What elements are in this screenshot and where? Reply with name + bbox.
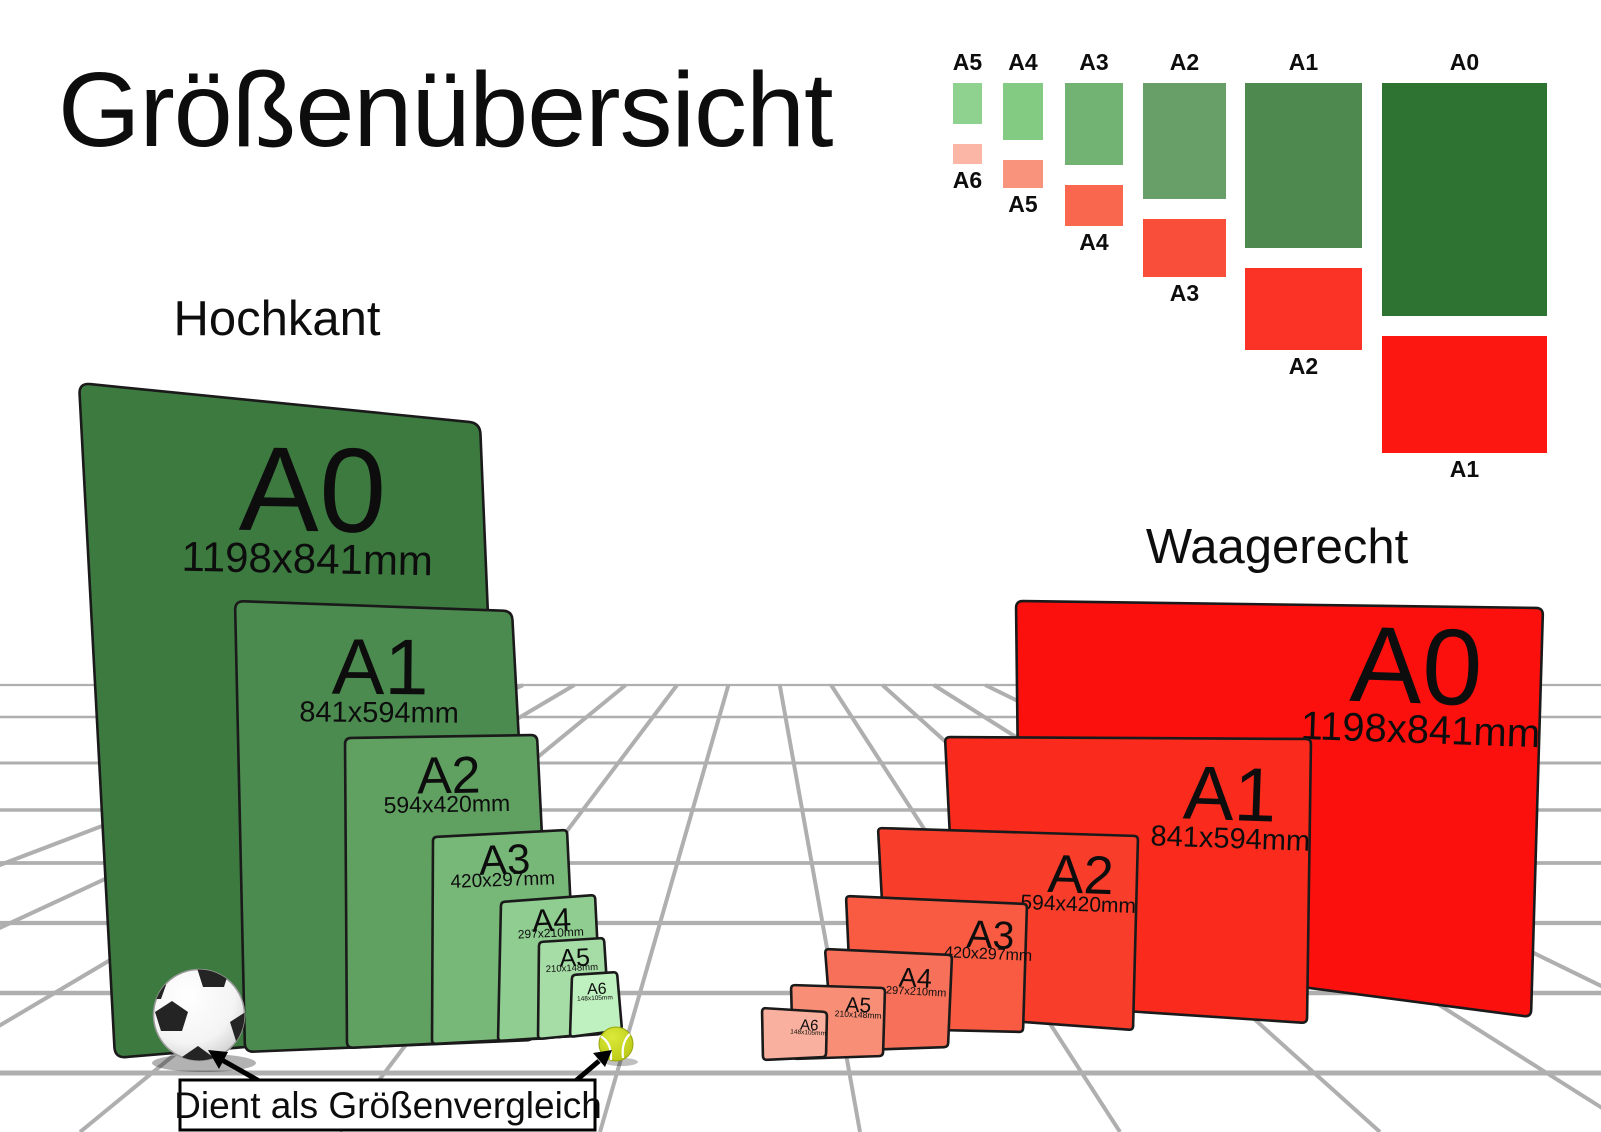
chart-landscape-swatch <box>1003 160 1043 188</box>
soccer-ball-shadow <box>152 1054 256 1072</box>
sheet-size-name: A1 <box>1182 750 1278 838</box>
sheet-size-name: A0 <box>238 422 387 559</box>
chart-landscape-label: A2 <box>1289 353 1318 379</box>
chart-portrait-swatch <box>1382 83 1547 316</box>
tennis-seam <box>599 1035 613 1061</box>
chart-landscape-label: A6 <box>953 167 982 193</box>
size-chart-column: A3 A4 <box>1065 49 1123 255</box>
caption-frame <box>178 1078 597 1132</box>
sheet-dimensions: 297x210mm <box>518 925 585 942</box>
sheet-size-name: A3 <box>966 913 1016 958</box>
chart-portrait-label: A5 <box>953 49 983 75</box>
arrow-head-right <box>593 1050 612 1067</box>
sheet-dimensions: 594x420mm <box>383 790 510 818</box>
sheet-dimensions: 148x105mm <box>790 1029 826 1038</box>
chart-landscape-swatch <box>1143 219 1226 277</box>
size-chart-column: A4 A5 <box>1003 49 1043 217</box>
chart-portrait-swatch <box>1245 83 1362 248</box>
chart-landscape-label: A1 <box>1450 456 1480 482</box>
chart-portrait-label: A1 <box>1289 49 1319 75</box>
tennis-ball-seams <box>599 1032 632 1061</box>
sheet-size-name: A0 <box>1348 603 1484 729</box>
heading-hochkant: Hochkant <box>173 292 380 346</box>
size-chart-column: A2 A3 <box>1143 49 1226 306</box>
chart-portrait-label: A0 <box>1450 49 1479 75</box>
chart-landscape-label: A3 <box>1170 280 1199 306</box>
tennis-seam <box>621 1032 632 1059</box>
sheet-size-name: A3 <box>478 835 531 884</box>
chart-portrait-label: A3 <box>1079 49 1108 75</box>
caption-label: Dient als Größenvergleich <box>174 1085 602 1126</box>
chart-portrait-swatch <box>1003 83 1043 140</box>
chart-landscape-swatch <box>1245 268 1362 350</box>
chart-landscape-swatch <box>1065 185 1123 226</box>
sheet-dimensions: 1198x841mm <box>1300 704 1541 756</box>
chart-portrait-label: A2 <box>1170 49 1199 75</box>
sheet-size-name: A4 <box>898 962 933 994</box>
arrow-head-left <box>208 1050 228 1069</box>
sheet-dimensions: 841x594mm <box>299 696 459 729</box>
chart-portrait-label: A4 <box>1008 49 1038 75</box>
chart-portrait-swatch <box>953 83 982 124</box>
paper-sheet <box>760 1006 829 1062</box>
sheet-dimensions: 210x148mm <box>546 962 599 975</box>
sheet-dimensions: 420x297mm <box>450 868 555 893</box>
chart-landscape-swatch <box>953 144 982 164</box>
ball-patch <box>155 1001 188 1031</box>
sheet-dimensions: 1198x841mm <box>181 533 433 584</box>
paper-sheet <box>568 970 623 1038</box>
ball-patch <box>182 1046 213 1061</box>
sheet-dimensions: 210x148mm <box>835 1008 882 1020</box>
chart-portrait-swatch <box>1065 83 1123 165</box>
sheet-size-name: A5 <box>559 943 591 972</box>
caption-box: Dient als Größenvergleich <box>174 1078 602 1132</box>
sheet-size-name: A2 <box>416 746 481 805</box>
sheet-size-name: A4 <box>531 901 572 939</box>
sheet-size-name: A6 <box>800 1017 819 1035</box>
ball-patch <box>197 969 230 987</box>
chart-landscape-label: A5 <box>1008 191 1038 217</box>
heading-waagerecht: Waagerecht <box>1146 520 1409 574</box>
page-title: Größenübersicht <box>58 51 833 169</box>
sheet-dimensions: 841x594mm <box>1150 820 1311 858</box>
size-chart-column: A0 A1 <box>1382 49 1547 482</box>
size-chart-column: A1 A2 <box>1245 49 1362 379</box>
sheet-size-name: A5 <box>845 993 872 1017</box>
sheet-size-name: A1 <box>332 622 429 712</box>
chart-portrait-swatch <box>1143 83 1226 199</box>
sheet-size-name: A2 <box>1047 844 1115 906</box>
sheet-size-name: A6 <box>587 981 607 999</box>
chart-landscape-swatch <box>1382 336 1547 453</box>
sheet-dimensions: 148x105mm <box>577 994 613 1003</box>
sheet-dimensions: 420x297mm <box>944 944 1033 965</box>
nested-size-chart: A5 A6 A4 A5 A3 A4 A2 A3 A1 A2 A0 A1 <box>953 49 1547 482</box>
sheet-dimensions: 297x210mm <box>886 984 947 999</box>
ball-patch <box>230 1011 245 1041</box>
sheet-dimensions: 594x420mm <box>1020 891 1136 918</box>
size-chart-column: A5 A6 <box>953 49 983 193</box>
chart-landscape-label: A4 <box>1079 229 1109 255</box>
